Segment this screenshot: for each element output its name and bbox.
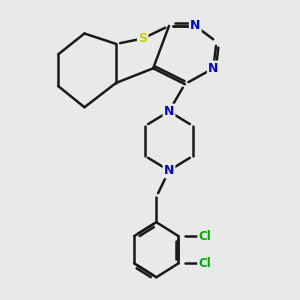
Text: S: S xyxy=(138,32,147,45)
Text: N: N xyxy=(164,105,174,118)
Text: N: N xyxy=(208,62,218,75)
Text: Cl: Cl xyxy=(198,230,211,243)
Text: Cl: Cl xyxy=(198,257,211,270)
Text: N: N xyxy=(190,20,200,32)
Text: N: N xyxy=(164,164,174,177)
